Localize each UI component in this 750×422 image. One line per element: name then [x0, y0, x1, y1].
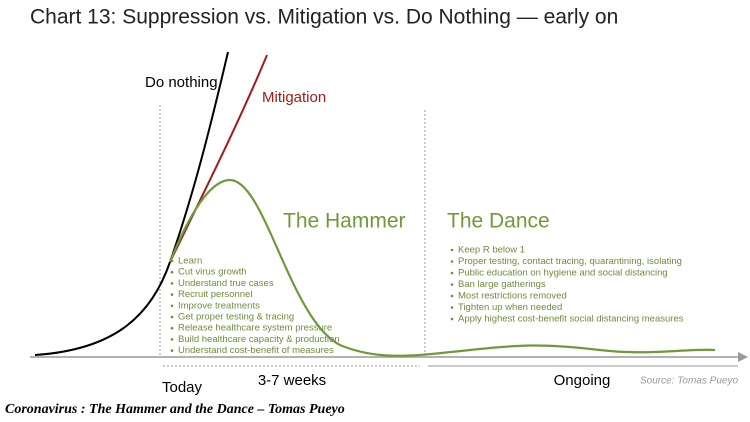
caption: Coronavirus : The Hammer and the Dance –… — [5, 402, 345, 417]
dance-title: The Dance — [447, 210, 550, 233]
hammer-title: The Hammer — [283, 210, 406, 233]
list-item: Keep R below 1 — [458, 245, 525, 256]
bullet — [450, 306, 454, 309]
bullet — [170, 259, 174, 263]
suppression-curve — [168, 178, 716, 357]
list-item: Cut virus growth — [178, 267, 247, 278]
bullet — [450, 271, 454, 275]
bullet — [450, 294, 454, 298]
do-nothing-label: Do nothing — [145, 74, 218, 91]
list-item: Recruit personnel — [178, 289, 252, 300]
bullet — [450, 248, 454, 252]
mitigation-curve — [169, 54, 268, 263]
source: Source: Tomas Pueyo — [640, 376, 738, 387]
list-item: Understand cost-benefit of measures — [178, 345, 334, 356]
bullet — [450, 283, 454, 286]
list-item: Improve treatments — [178, 300, 260, 311]
bullet — [170, 304, 174, 308]
title: Chart 13: Suppression vs. Mitigation vs.… — [30, 6, 618, 29]
bullet — [170, 293, 174, 296]
bullet — [170, 270, 174, 274]
bullet — [170, 282, 174, 285]
list-item: Ban large gatherings — [458, 279, 546, 290]
list-item: Get proper testing & tracing — [178, 312, 294, 323]
list-item: Apply highest cost-benefit social distan… — [458, 314, 684, 325]
list-item: Release healthcare system pressure — [178, 323, 332, 334]
list-item: Build healthcare capacity & production — [178, 334, 340, 345]
ongoing-label: Ongoing — [554, 372, 611, 389]
list-item: Most restrictions removed — [458, 291, 567, 302]
bullet — [170, 326, 174, 330]
weeks-label: 3-7 weeks — [258, 372, 326, 389]
list-item: Understand true cases — [178, 278, 274, 289]
list-item: Learn — [178, 256, 202, 267]
axis-arrow — [738, 352, 748, 362]
bullet — [450, 260, 454, 263]
mitigation-label: Mitigation — [262, 89, 326, 106]
list-item: Public education on hygiene and social d… — [458, 268, 668, 279]
today-label: Today — [162, 379, 203, 396]
bullet — [170, 338, 174, 341]
bullet — [450, 317, 454, 321]
list-item: Proper testing, contact tracing, quarant… — [458, 256, 682, 267]
list-item: Tighten up when needed — [458, 302, 562, 313]
bullet — [170, 349, 174, 352]
bullet — [170, 315, 174, 319]
